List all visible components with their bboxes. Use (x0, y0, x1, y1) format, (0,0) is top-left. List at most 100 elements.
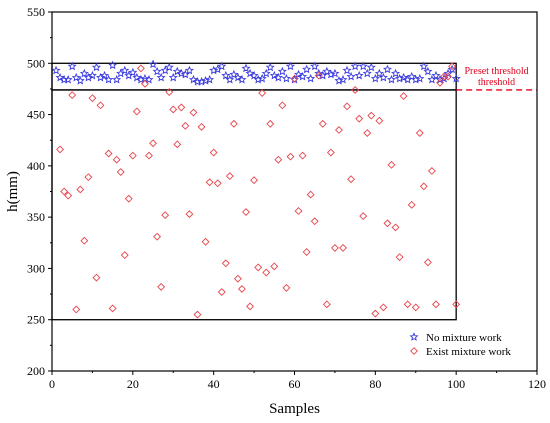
no-mixture-point (447, 64, 457, 74)
mixture-point (88, 94, 97, 103)
mixture-point (254, 263, 263, 272)
mixture-point (427, 167, 436, 175)
mixture-point (116, 168, 125, 176)
no-mixture-point (302, 64, 312, 74)
mixture-point (314, 71, 323, 80)
mixture-point (233, 274, 242, 283)
x-tick-label: 100 (447, 377, 465, 391)
mixture-point (432, 300, 440, 309)
no-mixture-point (144, 74, 154, 84)
mixture-point (213, 179, 222, 188)
axes: 0 20 40 60 80 100 120 200 250 300 350 400 450 500 550 (27, 5, 546, 391)
no-mixture-point (350, 61, 360, 71)
no-mixture-point (423, 66, 433, 76)
mixture-point (294, 207, 303, 215)
no-mixture-point (374, 68, 384, 78)
y-tick-label: 450 (27, 108, 45, 122)
mixture-point (326, 148, 335, 157)
legend-marker (409, 332, 419, 341)
no-mixture-point (411, 74, 421, 84)
no-mixture-point (338, 74, 348, 84)
mixture-point (124, 194, 133, 203)
no-mixture-point (253, 74, 263, 84)
mixture-point (270, 262, 279, 271)
no-mixture-point (269, 70, 279, 80)
mixture-point (274, 155, 283, 164)
mixture-point (330, 243, 339, 252)
mixture-point (452, 300, 461, 309)
mixture-point (92, 273, 101, 282)
mixture-point (120, 251, 129, 260)
no-mixture-point (55, 72, 65, 82)
mixture-point (108, 304, 117, 313)
no-mixture-point (120, 65, 130, 75)
legend-label-exist-mixture: Exist mixture work (426, 346, 511, 358)
no-mixture-point (112, 74, 122, 84)
mixture-point (225, 172, 234, 181)
mixture-point (411, 303, 420, 312)
no-mixture-point (354, 70, 364, 80)
no-mixture-point (245, 68, 255, 78)
mixture-point (403, 300, 412, 309)
no-mixture-point (399, 72, 409, 82)
mixture-point (181, 121, 190, 130)
no-mixture-point (273, 72, 283, 82)
y-tick-label: 250 (27, 313, 45, 327)
mixture-point (282, 283, 291, 292)
x-tick-label: 20 (127, 377, 139, 391)
mixture-point (189, 108, 198, 117)
mixture-point (351, 86, 360, 94)
no-mixture-point (79, 68, 89, 78)
mixture-point (335, 126, 343, 134)
no-mixture-point (342, 65, 352, 75)
no-mixture-point (310, 61, 320, 71)
x-tick-label: 120 (528, 377, 546, 391)
y-axis-title: h(mm) (5, 171, 21, 212)
no-mixture-point (334, 75, 344, 85)
no-mixture-point (63, 74, 73, 84)
mixture-point (193, 310, 202, 319)
no-mixture-point (362, 68, 372, 78)
no-mixture-point (148, 59, 158, 69)
mixture-point (250, 176, 259, 185)
mixture-point (306, 190, 315, 199)
no-mixture-point (201, 75, 211, 85)
mixture-point (266, 119, 275, 128)
mixture-point (246, 302, 254, 311)
mixture-point (391, 223, 400, 232)
mixture-point (423, 258, 432, 267)
y-tick-label: 200 (27, 364, 45, 378)
highlight-box-1 (51, 89, 457, 321)
mixture-point (169, 105, 178, 114)
mixture-point (136, 64, 145, 73)
mixture-point (161, 211, 170, 220)
mixture-point (339, 243, 347, 252)
no-mixture-point (225, 74, 235, 84)
no-mixture-point (91, 62, 101, 72)
no-mixture-point (391, 68, 401, 78)
no-mixture-point (261, 68, 271, 78)
x-tick-label: 80 (369, 377, 381, 391)
mixture-point (80, 236, 89, 245)
no-mixture-point (164, 62, 174, 72)
threshold-annotation: Preset threshold threshold (465, 66, 529, 88)
mixture-point (302, 248, 311, 256)
mixture-point (217, 288, 226, 296)
no-mixture-point (330, 68, 340, 78)
no-mixture-point (217, 61, 227, 71)
mixture-point (436, 78, 444, 87)
mixture-point (310, 217, 319, 226)
no-mixture-point (87, 70, 97, 80)
mixture-point (363, 129, 372, 137)
mixture-point (359, 212, 368, 221)
mixture-point (128, 151, 137, 160)
mixture-point (68, 91, 77, 100)
mixture-point (221, 259, 230, 268)
no-mixture-point (386, 74, 397, 84)
no-mixture-point (156, 72, 166, 82)
y-tick-label: 350 (27, 210, 45, 224)
no-mixture-point (281, 73, 291, 83)
no-mixture-point (382, 64, 392, 74)
no-mixture-point (205, 74, 215, 84)
